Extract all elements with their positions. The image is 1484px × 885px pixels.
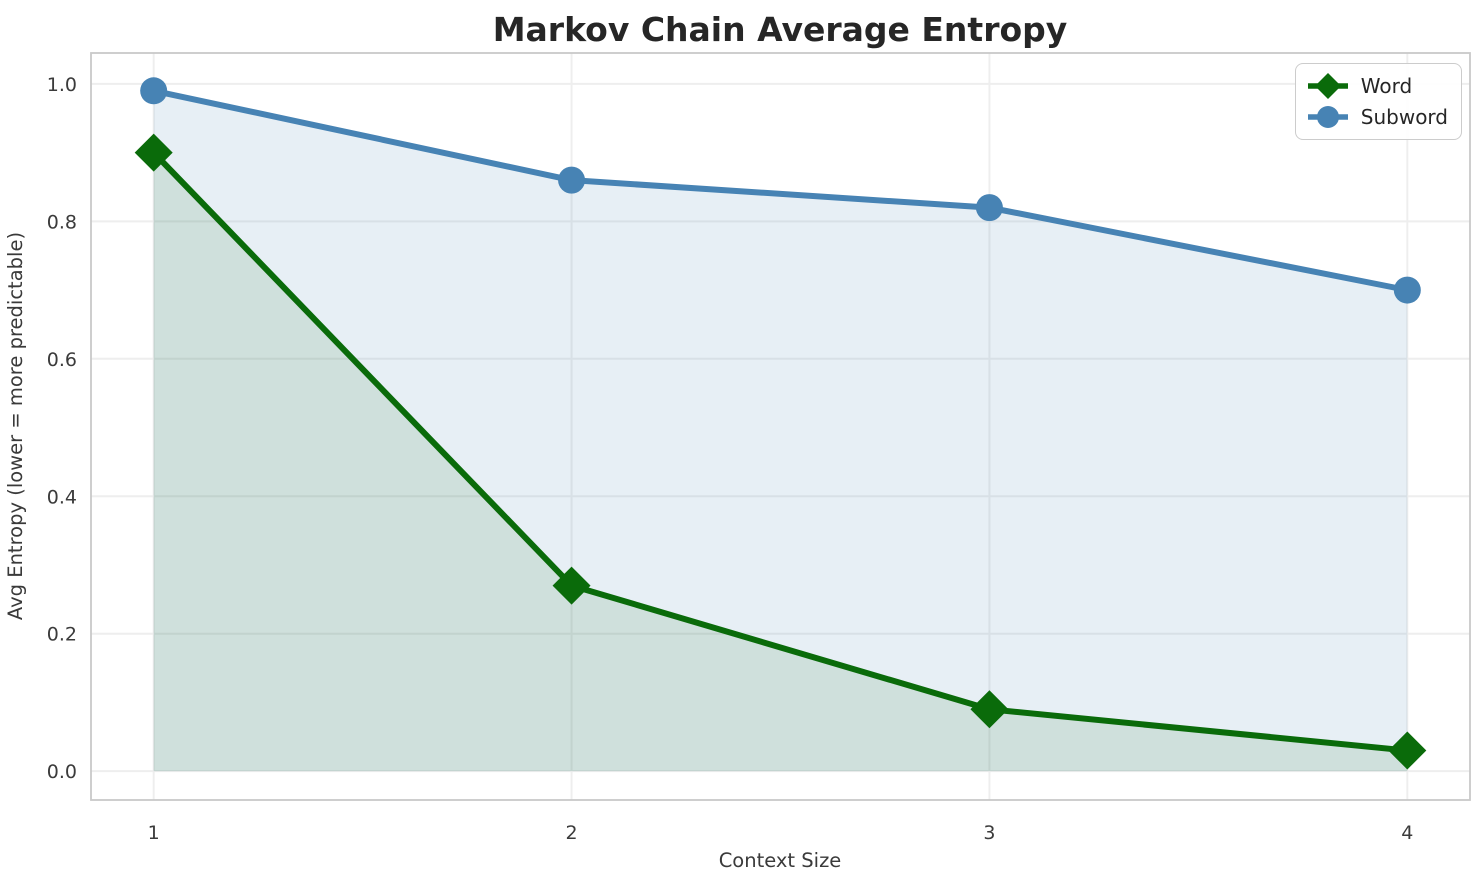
legend-item-subword: Subword — [1306, 102, 1448, 132]
plot-background — [91, 53, 1470, 800]
y-axis-label: Avg Entropy (lower = more predictable) — [4, 232, 27, 620]
subword-line — [150, 87, 1411, 294]
y-tick-label-0.6: 0.6 — [47, 349, 77, 371]
legend-subword-label: Subword — [1360, 105, 1448, 129]
y-tick-label-0.8: 0.8 — [47, 211, 77, 233]
subword-marker-1 — [140, 77, 168, 105]
x-tick-label-4: 4 — [1401, 822, 1413, 844]
word-line — [150, 149, 1411, 754]
legend-word-label: Word — [1360, 74, 1413, 98]
legend-subword-sample — [1307, 106, 1348, 128]
x-tick-label-3: 3 — [983, 822, 995, 844]
y-tick-label-0.0: 0.0 — [47, 761, 77, 783]
legend: Word Subword — [1294, 63, 1462, 140]
y-tick-label-1.0: 1.0 — [47, 74, 77, 96]
word-area — [153, 152, 1408, 772]
x-axis-label: Context Size — [719, 849, 842, 872]
subword-marker-2 — [558, 166, 586, 194]
diamond-marker-icon — [1314, 73, 1341, 99]
circle-marker-icon — [1316, 106, 1339, 128]
x-tick-label-2: 2 — [566, 822, 578, 844]
word-marker-4 — [1388, 731, 1427, 770]
plot-border — [90, 52, 1471, 801]
word-marker-2 — [552, 566, 591, 605]
legend-item-word: Word — [1306, 71, 1448, 101]
plot-area: 1 2 3 4 0.0 0.2 0.4 0.6 0.8 1.0 — [47, 52, 1471, 844]
chart-title: Markov Chain Average Entropy — [493, 10, 1068, 49]
legend-word-sample — [1307, 73, 1348, 99]
x-tick-label-1: 1 — [148, 822, 160, 844]
subword-marker-3 — [975, 194, 1003, 222]
subword-area — [153, 90, 1408, 772]
word-marker-1 — [134, 133, 173, 172]
word-marker-3 — [970, 690, 1009, 729]
subword-marker-4 — [1393, 276, 1421, 304]
y-tick-label-0.2: 0.2 — [47, 624, 77, 646]
y-tick-label-0.4: 0.4 — [47, 486, 77, 508]
